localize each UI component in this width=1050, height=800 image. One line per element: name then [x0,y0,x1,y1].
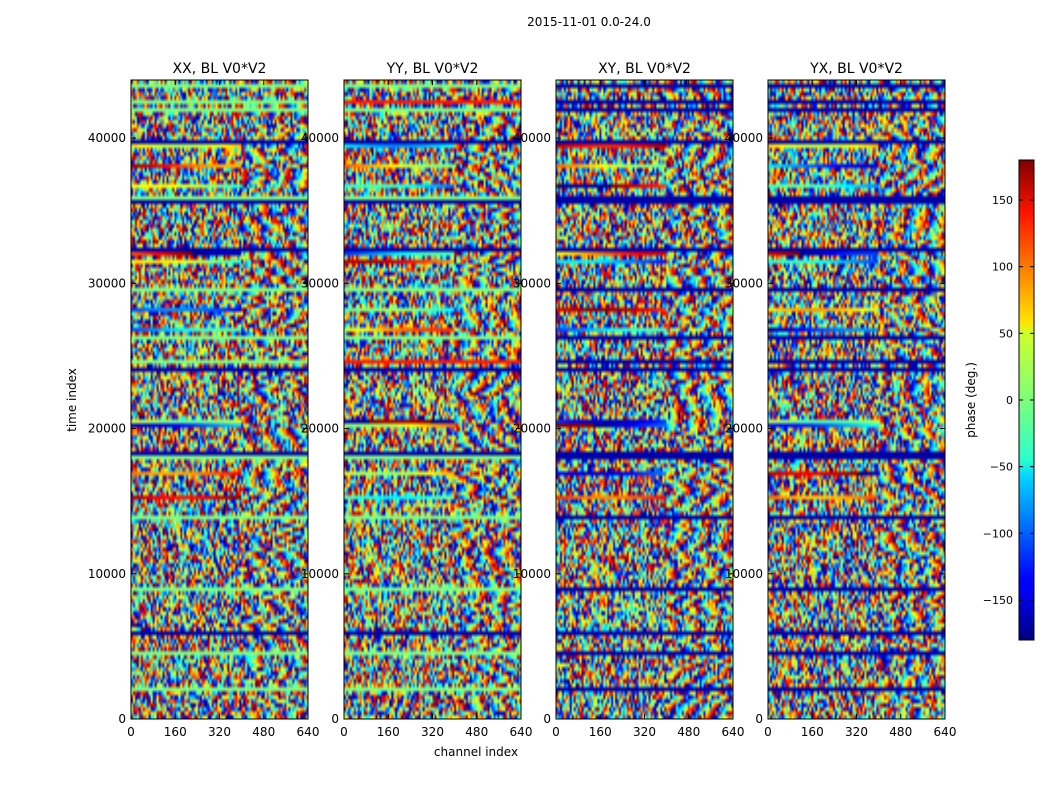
colorbar-tick-label: 50 [999,327,1013,340]
panel-title: XX, BL V0*V2 [173,61,267,77]
x-tick-label: 0 [764,725,772,739]
panel-yy: YY, BL V0*V2 0 160 320 480 640 0 10000 20000 3000… [301,61,533,739]
x-tick-label: 320 [421,725,444,739]
y-tick-label: 10000 [725,567,763,581]
colorbar: −150 −100 −50 0 50 100 150 phase (deg.) [964,159,1035,641]
y-tick-label: 40000 [513,131,551,145]
x-tick-label: 480 [465,725,488,739]
y-tick-label: 0 [118,712,126,726]
colorbar-tick-label: 0 [1006,394,1013,407]
panel-title: XY, BL V0*V2 [598,61,691,77]
suptitle: 2015-11-01 0.0-24.0 [527,15,651,29]
x-tick-label: 640 [297,725,320,739]
colorbar-tick-label: −150 [983,594,1013,607]
y-tick-label: 20000 [88,422,126,436]
y-tick-label: 30000 [88,276,126,290]
y-tick-label: 10000 [513,567,551,581]
y-tick-label: 40000 [725,131,763,145]
x-tick-label: 0 [127,725,135,739]
colorbar-tick-label: −100 [983,527,1013,540]
x-tick-label: 480 [252,725,275,739]
colorbar-tick-label: 150 [992,194,1013,207]
x-tick-label: 640 [722,725,745,739]
y-tick-label: 20000 [301,422,339,436]
panel-xy: XY, BL V0*V2 0 160 320 480 640 0 10000 20000 3000… [513,61,745,739]
panel-title: YY, BL V0*V2 [386,61,479,77]
phase-heatmap [344,80,521,719]
y-tick-label: 0 [331,712,339,726]
y-tick-label: 10000 [88,567,126,581]
x-tick-label: 160 [589,725,612,739]
x-tick-label: 160 [801,725,824,739]
y-tick-label: 0 [755,712,763,726]
panel-xx: XX, BL V0*V2 0 160 320 480 640 0 10000 20000 3000… [88,61,320,739]
panel-yx: YX, BL V0*V2 0 160 320 480 640 0 10000 20000 3000… [725,61,957,739]
y-tick-label: 30000 [725,276,763,290]
phase-heatmap [556,80,733,719]
y-tick-label: 20000 [725,422,763,436]
colorbar-label: phase (deg.) [964,362,978,438]
x-tick-label: 320 [633,725,656,739]
y-tick-label: 30000 [513,276,551,290]
y-tick-label: 0 [543,712,551,726]
panels: XX, BL V0*V2 0 160 320 480 640 0 10000 20000 3000… [88,61,957,739]
x-tick-label: 0 [552,725,560,739]
y-tick-label: 40000 [301,131,339,145]
colorbar-tick-label: −50 [990,461,1013,474]
x-tick-label: 160 [164,725,187,739]
colorbar-ticks: −150 −100 −50 0 50 100 150 [983,194,1034,607]
x-tick-label: 480 [677,725,700,739]
x-axis-label: channel index [434,745,518,759]
y-axis-label: time index [65,368,79,432]
x-tick-label: 480 [889,725,912,739]
x-tick-label: 640 [510,725,533,739]
x-tick-label: 320 [208,725,231,739]
phase-heatmap [131,80,308,719]
x-tick-label: 0 [340,725,348,739]
y-tick-label: 30000 [301,276,339,290]
y-tick-label: 40000 [88,131,126,145]
phase-heatmap [768,80,945,719]
x-tick-label: 320 [845,725,868,739]
x-tick-label: 160 [377,725,400,739]
colorbar-tick-label: 100 [992,261,1013,274]
x-tick-label: 640 [934,725,957,739]
y-tick-label: 10000 [301,567,339,581]
panel-title: YX, BL V0*V2 [809,61,903,77]
y-tick-label: 20000 [513,422,551,436]
